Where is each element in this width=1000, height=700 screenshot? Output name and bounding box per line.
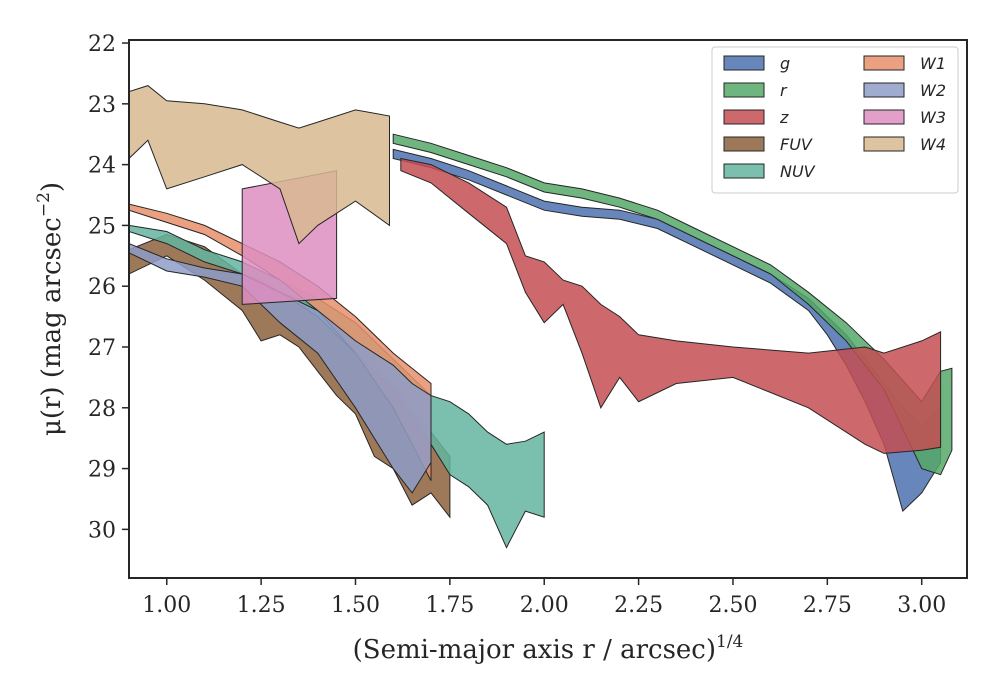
- legend-swatch-w3: [863, 109, 905, 125]
- legend-label-w1: W1: [920, 54, 946, 73]
- y-tick-label: 27: [88, 336, 116, 361]
- x-axis: 1.00 1.25 1.50 1.75 2.00 2.25 2.50 2.75 3.00: [142, 578, 946, 618]
- legend-swatch-w1: [863, 55, 905, 71]
- x-tick-label: 1.75: [425, 593, 474, 618]
- plot-frame: [128, 39, 968, 579]
- legend-swatch-g: [723, 55, 765, 71]
- x-tick-label: 3.00: [897, 593, 946, 618]
- x-axis-label-power: 1/4: [716, 632, 743, 652]
- y-axis-label-tail: ): [37, 182, 67, 192]
- legend-swatch-w2: [863, 82, 905, 98]
- x-tick-label: 2.75: [803, 593, 852, 618]
- x-axis-label: (Semi-major axis r / arcsec)1/4: [353, 632, 744, 665]
- y-tick-label: 26: [88, 275, 116, 300]
- legend-items: grz FUV NUV W1 W2 W3 W4: [723, 54, 946, 181]
- series-band-w4: [129, 85, 390, 245]
- x-tick-label: 1.50: [331, 593, 380, 618]
- y-tick-label: 29: [88, 458, 116, 483]
- legend: grz FUV NUV W1 W2 W3 W4: [711, 46, 959, 194]
- legend-label-w2: W2: [920, 81, 946, 100]
- legend-swatch-fuv: [723, 136, 765, 152]
- y-tick-label: 28: [88, 397, 116, 422]
- legend-label-nuv: NUV: [780, 162, 816, 181]
- y-tick-label: 22: [88, 32, 116, 57]
- y-axis-label: μ(r) (mag arcsec−2): [34, 182, 67, 436]
- x-tick-label: 2.25: [614, 593, 663, 618]
- y-axis-label-power: −2: [34, 192, 54, 217]
- y-tick-label: 23: [88, 93, 116, 118]
- y-tick-label: 24: [88, 154, 116, 179]
- legend-label-r: r: [780, 81, 788, 100]
- y-axis: 22 23 24 25 26 27 28 29 30: [88, 32, 129, 543]
- x-tick-label: 2.00: [520, 593, 569, 618]
- series-layer: [129, 85, 953, 549]
- legend-label-g: g: [780, 54, 790, 73]
- y-tick-label: 25: [88, 214, 116, 239]
- series-band-r: [392, 133, 953, 476]
- x-tick-label: 2.50: [708, 593, 757, 618]
- x-tick-label: 1.25: [237, 593, 286, 618]
- legend-label-fuv: FUV: [780, 135, 813, 154]
- x-tick-label: 1.00: [142, 593, 191, 618]
- y-tick-label: 30: [88, 518, 116, 543]
- series-band-z: [400, 157, 942, 454]
- legend-swatch-r: [723, 82, 765, 98]
- legend-swatch-nuv: [723, 163, 765, 179]
- legend-label-z: z: [779, 108, 789, 127]
- legend-swatch-w4: [863, 136, 905, 152]
- legend-label-w3: W3: [920, 108, 946, 127]
- legend-swatch-z: [723, 109, 765, 125]
- legend-label-w4: W4: [920, 135, 946, 154]
